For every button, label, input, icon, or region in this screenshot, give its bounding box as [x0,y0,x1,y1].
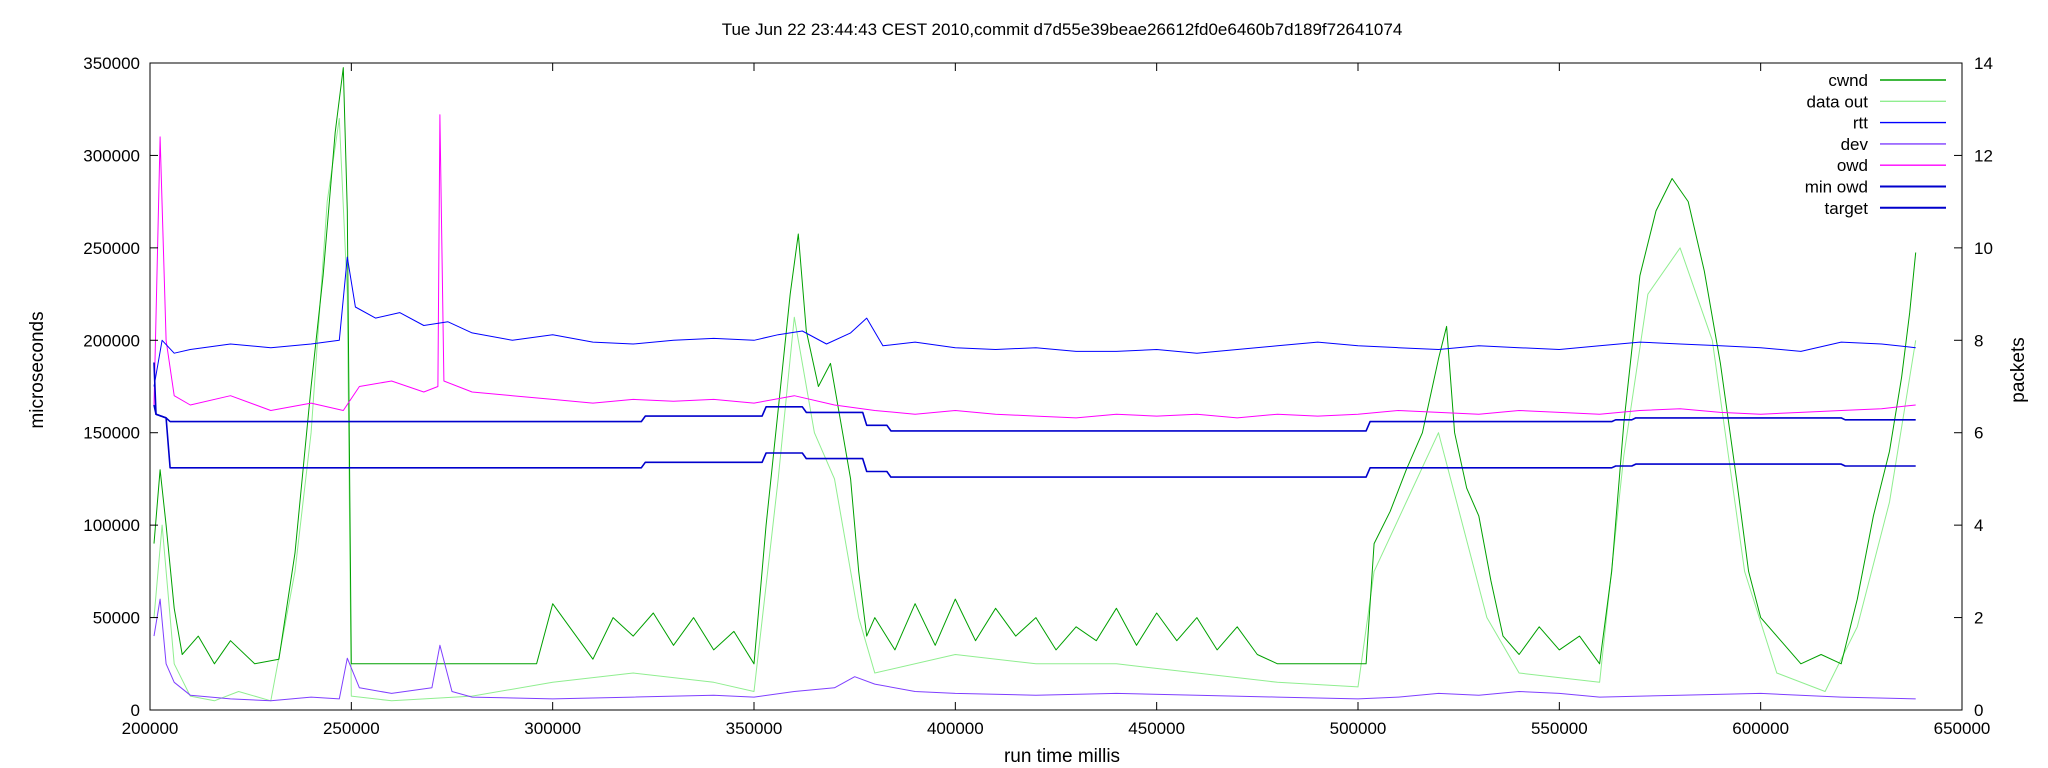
x-axis-label: run time millis [1004,746,1120,767]
series-line-rtt [153,256,1916,387]
y2-tick-label: 8 [1974,331,1983,350]
y-tick-label: 0 [131,701,140,720]
y-axis-label: microseconds [27,311,48,428]
legend-label: min owd [1805,178,1868,197]
y-tick-label: 250000 [83,239,140,258]
y-tick-label: 100000 [83,516,140,535]
y-tick-label: 300000 [83,146,140,165]
legend-label: owd [1837,156,1868,175]
series-line-data-out [153,118,1917,702]
series-line-min-owd [153,362,1916,478]
x-tick-label: 400000 [927,719,984,738]
y2-tick-label: 0 [1974,701,1983,720]
x-tick-label: 250000 [323,719,380,738]
legend: cwnd data out rtt dev owd min owd target [1805,71,1946,218]
x-tick-label: 200000 [122,719,179,738]
legend-label: dev [1841,135,1869,154]
x-tick-label: 300000 [524,719,581,738]
x-tick-label: 350000 [726,719,783,738]
y2-tick-label: 10 [1974,239,1993,258]
series-line-target [153,404,1916,432]
x-tick-label: 600000 [1732,719,1789,738]
y2-tick-label: 4 [1974,516,1983,535]
y2-tick-label: 12 [1974,146,1993,165]
legend-label: target [1825,199,1869,218]
y-tick-label: 150000 [83,424,140,443]
y2-tick-label: 6 [1974,424,1983,443]
axis-layer: 200000 250000 300000 350000 400000 450000 5000… [83,54,1993,738]
legend-label: cwnd [1828,71,1868,90]
legend-label: data out [1807,92,1869,111]
series-line-dev [153,598,1916,702]
plot-area [149,62,1963,711]
y2-tick-label: 14 [1974,54,1993,73]
y-tick-label: 350000 [83,54,140,73]
x-tick-label: 550000 [1531,719,1588,738]
chart-title: Tue Jun 22 23:44:43 CEST 2010,commit d7d… [722,20,1403,39]
y-tick-label: 50000 [93,609,140,628]
series-layer [153,67,1917,702]
series-line-cwnd [153,67,1917,665]
series-line-owd [153,114,1916,419]
x-tick-label: 500000 [1330,719,1387,738]
x-tick-label: 450000 [1128,719,1185,738]
x-tick-label: 650000 [1934,719,1991,738]
y-tick-label: 200000 [83,331,140,350]
legend-label: rtt [1853,114,1868,133]
y2-axis-label: packets [2008,337,2029,402]
y2-tick-label: 2 [1974,609,1983,628]
